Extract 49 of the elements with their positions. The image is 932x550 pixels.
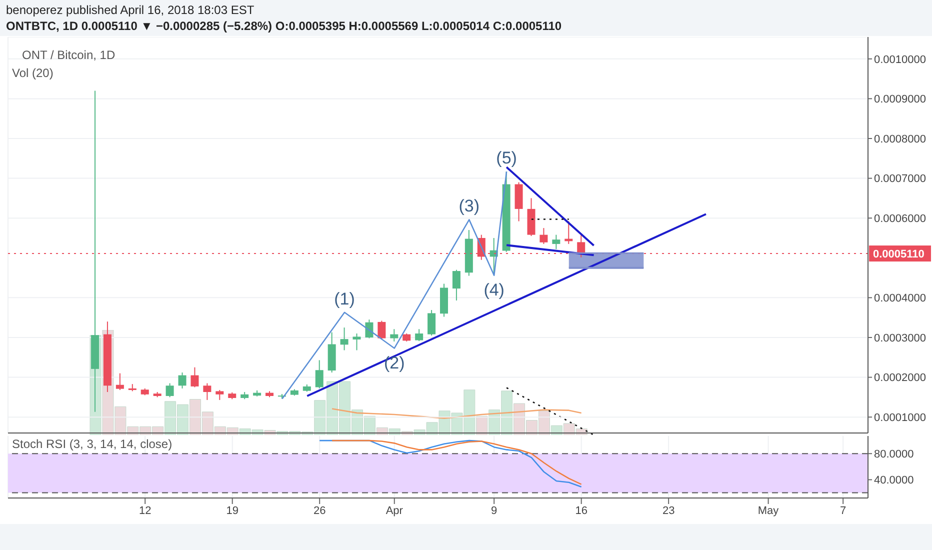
y-tick-label: 0.0007000 bbox=[874, 173, 926, 186]
x-tick-label: 7 bbox=[840, 504, 846, 517]
x-tick-label: 12 bbox=[138, 504, 152, 517]
y-tick-label: 80.0000 bbox=[874, 448, 914, 461]
ref-line-label: 0.0005110 bbox=[873, 248, 924, 261]
annotation: ONT / Bitcoin, 1D bbox=[22, 48, 116, 62]
candlestick bbox=[352, 333, 361, 351]
y-tick-label: 0.0001000 bbox=[874, 412, 926, 424]
candlestick bbox=[415, 328, 424, 342]
annotation: (4) bbox=[484, 280, 504, 300]
y-tick-label: 40.0000 bbox=[874, 474, 914, 487]
annotation: (1) bbox=[334, 289, 355, 308]
chart-title: Stoch RSI (3, 3, 14, 14, close) bbox=[12, 437, 172, 451]
chart-subtitle: ONTBTC, 1D 0.0005110 ▼ −0.0000285 (−5.28%) O:0.0005395 H:0.0005569 L:0.0005014 C:0.0005110 bbox=[6, 19, 562, 33]
x-tick-label: 23 bbox=[662, 504, 675, 517]
annotation: (3) bbox=[458, 196, 480, 216]
candlestick bbox=[390, 328, 398, 342]
y-tick-label: 0.0010000 bbox=[874, 54, 926, 66]
x-tick-label: 9 bbox=[491, 504, 498, 517]
candlestick bbox=[577, 234, 586, 258]
y-tick-label: 0.0003000 bbox=[874, 332, 926, 344]
x-tick-label: 26 bbox=[313, 504, 326, 517]
y-tick-label: 0.0008000 bbox=[874, 133, 926, 146]
candlestick bbox=[216, 390, 224, 400]
y-tick-label: 0.0004000 bbox=[874, 292, 926, 305]
y-tick-label: 0.0002000 bbox=[874, 372, 926, 384]
candlestick bbox=[315, 360, 324, 389]
x-tick-label: Apr bbox=[386, 504, 404, 517]
candlestick bbox=[203, 382, 212, 400]
x-tick-label: 16 bbox=[575, 504, 588, 517]
annotation: (2) bbox=[384, 353, 405, 372]
y-tick-label: 0.0009000 bbox=[874, 94, 926, 106]
candlestick bbox=[190, 366, 199, 388]
candlestick bbox=[540, 228, 548, 244]
candlestick bbox=[452, 269, 460, 301]
line-series bbox=[282, 170, 508, 400]
y-tick-label: 0.0006000 bbox=[874, 212, 926, 225]
candlestick bbox=[178, 372, 186, 389]
candlestick bbox=[166, 382, 174, 398]
candlestick bbox=[378, 320, 386, 340]
candlestick bbox=[340, 327, 348, 351]
x-tick-label: May bbox=[758, 504, 780, 517]
candlestick bbox=[552, 234, 560, 250]
chart-title: Vol (20) bbox=[12, 66, 54, 80]
chart-title: benoperez published April 16, 2018 18:03 EST bbox=[6, 3, 254, 17]
x-tick-label: 19 bbox=[226, 504, 238, 517]
annotation: (5) bbox=[496, 148, 517, 168]
candlestick bbox=[428, 310, 436, 336]
candlestick bbox=[116, 372, 124, 391]
